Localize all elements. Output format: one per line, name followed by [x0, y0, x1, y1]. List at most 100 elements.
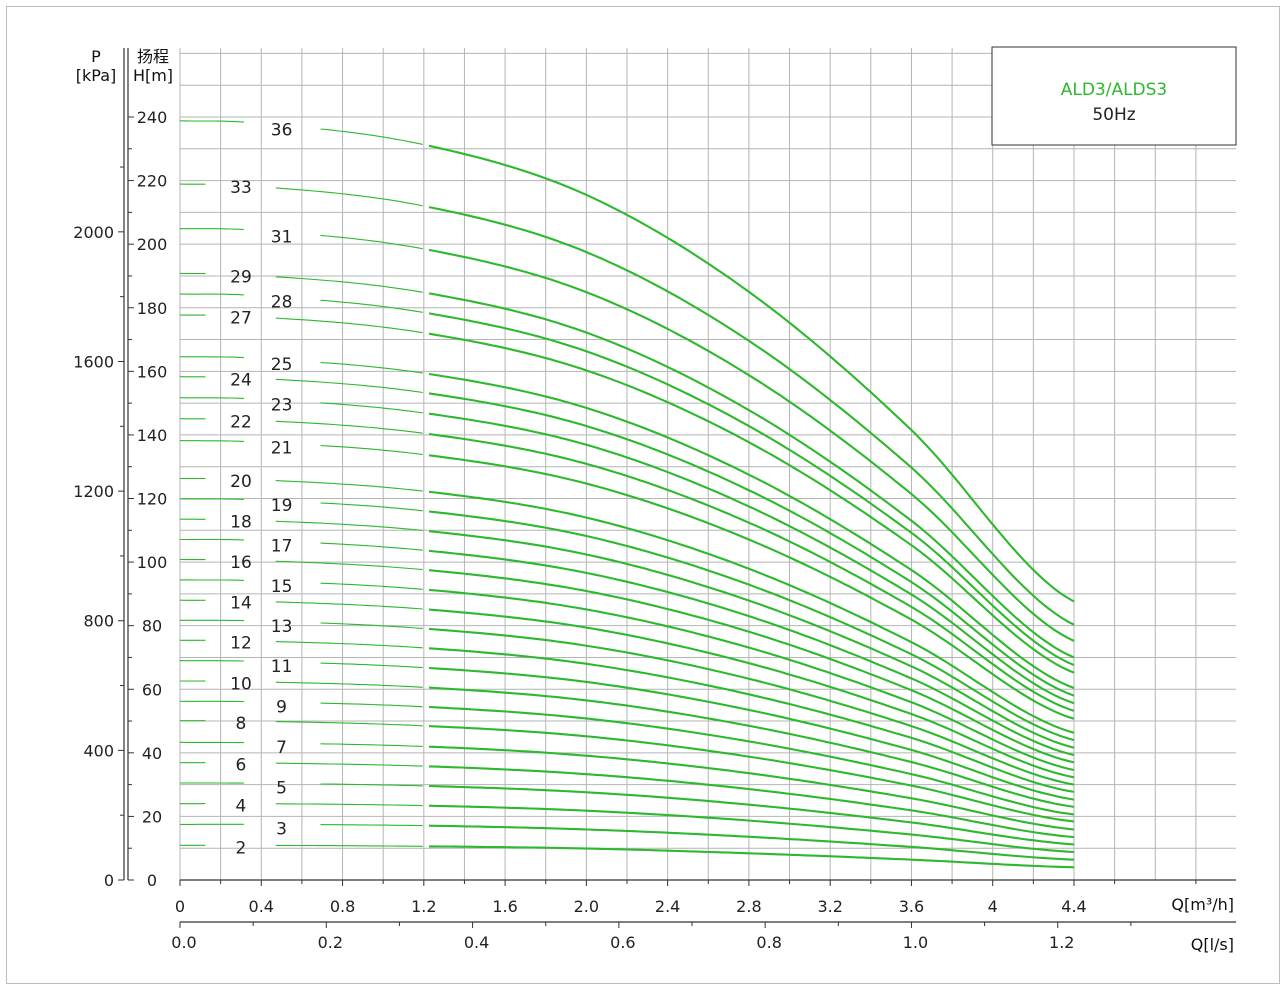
curve-16-low-flow	[179, 558, 423, 571]
x2-tick-label-5: 1.0	[903, 933, 928, 952]
curve-label-16: 16	[230, 553, 252, 573]
curve-10-low-flow	[180, 680, 423, 688]
curve-28	[428, 312, 1075, 667]
y-tick-label-1: 20	[142, 807, 162, 826]
curve-22	[428, 432, 1075, 712]
legend-title: ALD3/ALDS3	[1061, 80, 1168, 100]
curve-12	[428, 647, 1075, 793]
curve-label-20: 20	[230, 472, 252, 492]
y-tick-label-9: 180	[137, 299, 168, 318]
curve-24	[428, 392, 1075, 697]
axes: 0204060801001201401601802002202400400800…	[73, 48, 1236, 952]
p-tick-label-4: 1600	[73, 352, 114, 371]
curve-29	[428, 292, 1075, 659]
curve-label-11: 11	[271, 657, 293, 677]
x-tick-label-10: 4	[988, 897, 998, 916]
curve-3-low-flow	[180, 823, 423, 827]
curve-9-low-flow	[180, 700, 423, 708]
curve-label-36: 36	[271, 121, 293, 141]
p-axis-title-line2: [kPa]	[76, 66, 116, 85]
curve-14	[428, 608, 1075, 779]
y-tick-label-5: 100	[137, 553, 168, 572]
p-tick-label-2: 800	[83, 612, 114, 631]
x2-tick-label-1: 0.2	[318, 933, 343, 952]
x-tick-label-4: 1.6	[492, 897, 517, 916]
curve-label-23: 23	[271, 396, 293, 416]
curve-36	[428, 144, 1075, 603]
curve-20	[428, 490, 1075, 734]
curve-5-low-flow	[180, 782, 423, 787]
p-tick-label-1: 400	[83, 741, 114, 760]
chart-border	[6, 6, 1280, 984]
curve-8	[428, 725, 1075, 823]
y-tick-label-8: 160	[137, 362, 168, 381]
curve-label-29: 29	[230, 267, 252, 287]
curve-20-low-flow	[180, 477, 423, 492]
legend-box-frame	[991, 46, 1237, 146]
curve-label-17: 17	[271, 536, 293, 556]
curve-7	[428, 745, 1075, 831]
curve-label-21: 21	[271, 438, 293, 458]
curve-28-low-flow	[180, 293, 423, 313]
y-tick-label-12: 240	[137, 108, 168, 127]
curve-label-4: 4	[236, 797, 247, 817]
curve-29-low-flow	[179, 272, 423, 293]
curves	[179, 120, 1075, 869]
curve-25-low-flow	[179, 356, 423, 374]
curve-label-14: 14	[230, 594, 252, 614]
curve-label-33: 33	[230, 178, 252, 198]
y-tick-label-10: 200	[137, 235, 168, 254]
curve-24-low-flow	[179, 376, 423, 394]
curve-21	[428, 454, 1075, 720]
curve-2	[429, 845, 1075, 869]
curve-label-12: 12	[230, 634, 252, 654]
curve-label-10: 10	[230, 674, 252, 694]
curve-15-low-flow	[180, 579, 423, 590]
y-tick-label-0: 0	[147, 871, 157, 890]
y-tick-label-3: 60	[142, 680, 162, 699]
x-axis-title-bottom: Q[l/s]	[1191, 935, 1234, 954]
curve-9	[428, 705, 1075, 816]
curve-label-28: 28	[271, 293, 293, 313]
legend-box: ALD3/ALDS3 50Hz	[991, 46, 1237, 146]
curve-18	[428, 530, 1075, 749]
x-axis-title-top: Q[m³/h]	[1171, 895, 1234, 914]
curve-label-15: 15	[271, 577, 293, 597]
curve-23-low-flow	[179, 397, 423, 414]
curve-21-low-flow	[179, 440, 423, 456]
x2-tick-label-3: 0.6	[610, 933, 635, 952]
curve-27	[428, 332, 1075, 674]
x-tick-label-11: 4.4	[1061, 897, 1086, 916]
curve-label-19: 19	[271, 496, 293, 516]
x-tick-label-6: 2.4	[655, 897, 680, 916]
curve-12-low-flow	[180, 639, 423, 649]
curve-25	[428, 372, 1075, 689]
legend-subtitle: 50Hz	[1092, 105, 1135, 125]
curve-label-3: 3	[276, 819, 287, 839]
curve-label-18: 18	[230, 513, 252, 533]
curve-2-low-flow	[180, 844, 423, 847]
p-axis-title-line1: P	[91, 47, 101, 66]
curve-10	[428, 686, 1075, 808]
y-axis-title-line2: H[m]	[133, 66, 173, 85]
curve-19	[428, 510, 1075, 742]
x2-tick-label-0: 0.0	[171, 933, 196, 952]
curve-17	[428, 549, 1075, 757]
x-tick-label-8: 3.2	[817, 897, 842, 916]
y-tick-label-6: 120	[137, 490, 168, 509]
y-tick-label-4: 80	[142, 617, 162, 636]
curve-11	[428, 666, 1075, 801]
curve-17-low-flow	[180, 538, 423, 551]
curve-33-low-flow	[179, 183, 423, 207]
curve-label-22: 22	[230, 412, 252, 432]
curve-label-13: 13	[271, 617, 293, 637]
curve-13	[428, 627, 1075, 786]
curve-label-27: 27	[230, 309, 252, 329]
curve-27-low-flow	[180, 314, 423, 334]
curve-8-low-flow	[180, 720, 423, 727]
x-tick-label-2: 0.8	[330, 897, 355, 916]
x-tick-label-3: 1.2	[411, 897, 436, 916]
curve-label-31: 31	[271, 227, 293, 247]
y-tick-label-7: 140	[137, 426, 168, 445]
